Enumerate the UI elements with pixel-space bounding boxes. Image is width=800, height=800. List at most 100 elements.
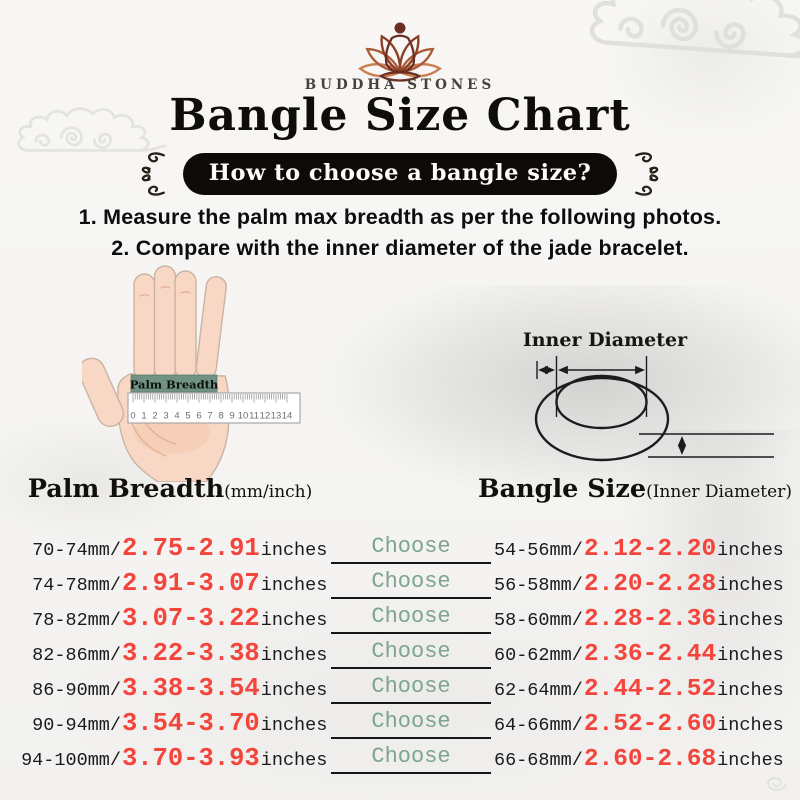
flourish-left-icon [141,152,165,196]
inches-label: inches [717,645,784,666]
palm-breadth-band [130,374,218,393]
bangle-size-header-unit: (Inner Diameter) [646,482,792,502]
inches-label: inches [260,750,328,771]
palm-size-cell: 78-82mm/3.07-3.22 inches [0,604,330,633]
palm-breadth-header: Palm Breadth(mm/inch) [0,474,340,504]
bangle-size-cell: 62-64mm/2.44-2.52 inches [494,676,784,703]
instruction-step-1: 1. Measure the palm max breadth as per t… [78,205,722,229]
size-table-rows: 70-74mm/2.75-2.91 inches Choose 54-56mm/2.1… [0,531,800,781]
inches-label: inches [260,715,328,736]
svg-text:11: 11 [249,411,259,422]
bangle-size-cell: 66-68mm/2.60-2.68 inches [494,746,784,773]
bangle-range-mm: 60-62mm/ [494,645,583,666]
brand-name: BUDDHA STONES [304,77,496,93]
svg-text:13: 13 [271,411,282,422]
bangle-range-inches: 2.60-2.68 [583,746,717,773]
bangle-size-cell: 58-60mm/2.28-2.36 inches [494,606,784,633]
bangle-size-cell: 64-66mm/2.52-2.60 inches [494,711,784,738]
palm-range-inches: 2.75-2.91 [122,534,260,563]
inches-label: inches [717,680,784,701]
choose-link[interactable]: Choose [331,672,491,704]
instruction-step-2: 2. Compare with the inner diameter of th… [111,236,689,260]
choose-label: Choose [371,709,451,734]
bangle-range-mm: 54-56mm/ [494,540,583,561]
finger [174,270,197,380]
palm-size-cell: 94-100mm/3.70-3.93 inches [0,744,330,773]
choose-link[interactable]: Choose [331,602,491,634]
table-row: 86-90mm/3.38-3.54 inches Choose 62-64mm/2.4… [0,671,800,706]
bangle-inner-ellipse [555,374,648,430]
palm-size-cell: 82-86mm/3.22-3.38 inches [0,639,330,668]
svg-text:6: 6 [196,411,201,422]
choose-link[interactable]: Choose [331,637,491,669]
inches-label: inches [260,645,328,666]
bangle-range-mm: 66-68mm/ [494,750,583,771]
inches-label: inches [260,575,328,596]
choose-label: Choose [371,744,451,769]
bangle-size-header-title: Bangle Size [478,474,647,504]
palm-range-inches: 3.70-3.93 [122,744,260,773]
finger [133,273,156,381]
bangle-size-header: Bangle Size(Inner Diameter) [463,474,800,504]
page-title: Bangle Size Chart [169,90,631,141]
bangle-range-mm: 62-64mm/ [494,680,583,701]
svg-text:9: 9 [229,411,234,422]
svg-text:12: 12 [260,411,271,422]
table-row: 78-82mm/3.07-3.22 inches Choose 58-60mm/2.2… [0,601,800,636]
flourish-right-icon [635,152,659,196]
palm-range-mm: 70-74mm/ [32,540,121,561]
bangle-range-mm: 58-60mm/ [494,610,583,631]
cloud-motif-icon [582,0,800,86]
choose-link[interactable]: Choose [331,707,491,739]
ruler-ticks-and-numbers: 0 1 2 3 4 5 6 7 8 9 10 11 12 13 14 [130,394,292,422]
svg-text:10: 10 [238,411,249,422]
finger [153,265,177,381]
palm-size-cell: 74-78mm/2.91-3.07 inches [0,569,330,598]
palm-range-inches: 3.22-3.38 [122,639,260,668]
choose-label: Choose [371,569,451,594]
table-row: 74-78mm/2.91-3.07 inches Choose 56-58mm/2.2… [0,566,800,601]
inches-label: inches [717,540,784,561]
palm-range-inches: 2.91-3.07 [122,569,260,598]
palm-range-mm: 86-90mm/ [32,680,121,701]
bangle-range-inches: 2.12-2.20 [583,536,717,563]
palm-size-cell: 70-74mm/2.75-2.91 inches [0,534,330,563]
bangle-outer-ellipse [534,376,670,462]
bangle-range-mm: 64-66mm/ [494,715,583,736]
svg-text:8: 8 [218,411,223,422]
instructions: 1. Measure the palm max breadth as per t… [0,202,800,264]
choose-label: Choose [371,604,451,629]
bangle-range-inches: 2.36-2.44 [583,641,717,668]
svg-text:2: 2 [152,411,157,422]
table-row: 90-94mm/3.54-3.70 inches Choose 64-66mm/2.5… [0,706,800,741]
bangle-size-cell: 60-62mm/2.36-2.44 inches [494,641,784,668]
bangle-range-mm: 56-58mm/ [494,575,583,596]
svg-text:1: 1 [141,411,146,422]
bangle-range-inches: 2.44-2.52 [583,676,717,703]
svg-text:3: 3 [163,411,168,422]
svg-text:5: 5 [185,411,190,422]
choose-link[interactable]: Choose [331,532,491,564]
svg-text:7: 7 [207,411,212,422]
svg-text:14: 14 [282,411,293,422]
brand-logo-lotus-icon [358,22,442,82]
svg-text:0: 0 [130,411,135,422]
choose-label: Choose [371,534,451,559]
choose-link[interactable]: Choose [331,742,491,774]
bangle-size-cell: 56-58mm/2.20-2.28 inches [494,571,784,598]
question-banner-row: How to choose a bangle size? [0,150,800,198]
svg-text:4: 4 [174,411,179,422]
bangle-inner-diameter-diagram [534,356,774,462]
bangle-range-inches: 2.28-2.36 [583,606,717,633]
how-to-choose-banner: How to choose a bangle size? [182,153,618,195]
palm-range-mm: 90-94mm/ [32,715,121,736]
palm-range-mm: 82-86mm/ [32,645,121,666]
table-row: 94-100mm/3.70-3.93 inches Choose 66-68mm/2.… [0,741,800,776]
choose-link[interactable]: Choose [331,567,491,599]
palm-range-inches: 3.07-3.22 [122,604,260,633]
inches-label: inches [717,750,784,771]
thumb [82,357,125,428]
table-row: 82-86mm/3.22-3.38 inches Choose 60-62mm/2.3… [0,636,800,671]
table-row: 70-74mm/2.75-2.91 inches Choose 54-56mm/2.1… [0,531,800,566]
